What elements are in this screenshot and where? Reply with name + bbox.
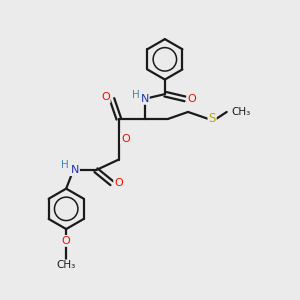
Text: H: H (61, 160, 68, 170)
Text: O: O (121, 134, 130, 144)
Text: O: O (101, 92, 110, 102)
Text: N: N (70, 165, 79, 175)
Text: H: H (133, 90, 140, 100)
Text: O: O (114, 178, 123, 188)
Text: S: S (208, 112, 216, 125)
Text: CH₃: CH₃ (231, 107, 250, 117)
Text: N: N (140, 94, 149, 104)
Text: CH₃: CH₃ (57, 260, 76, 270)
Text: O: O (62, 236, 70, 246)
Text: O: O (187, 94, 196, 104)
